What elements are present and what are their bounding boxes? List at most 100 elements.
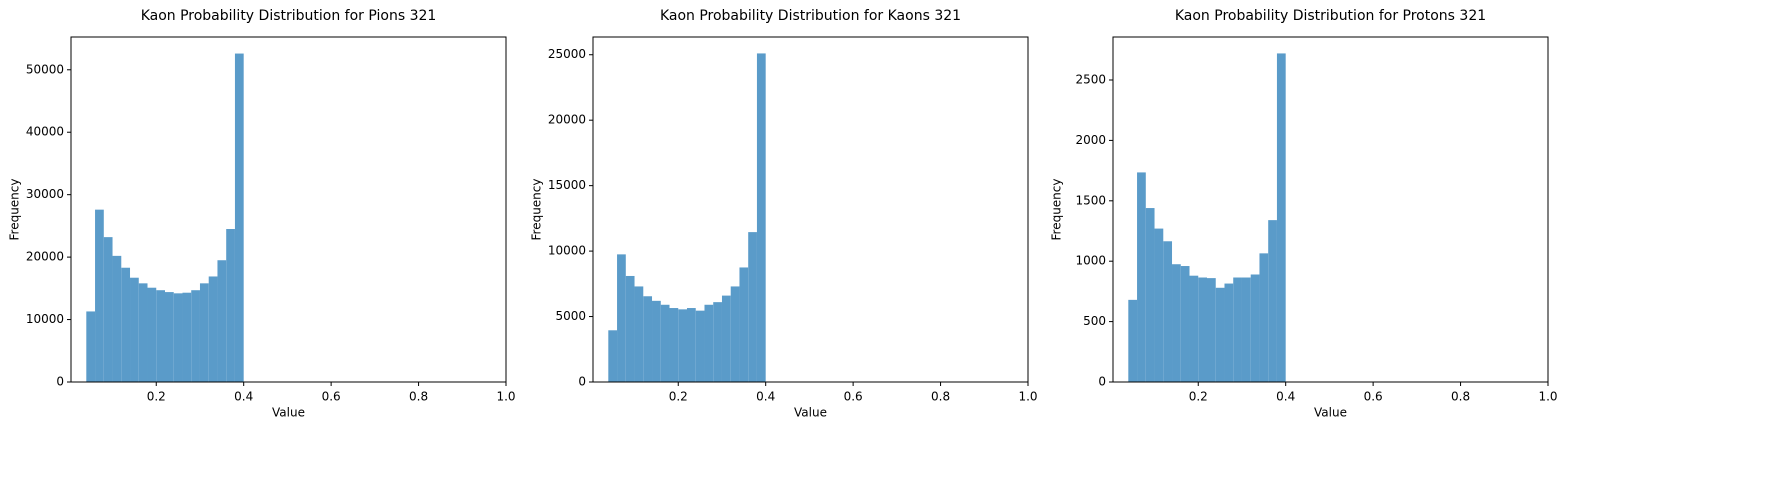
bar <box>713 302 722 382</box>
bar <box>704 304 714 382</box>
bar <box>208 276 218 382</box>
x-tick-label: 0.2 <box>669 390 688 404</box>
y-tick-label: 50000 <box>26 62 64 76</box>
y-axis-label: Frequency <box>8 179 22 241</box>
bar <box>721 295 731 382</box>
bar <box>199 283 209 382</box>
x-tick-label: 1.0 <box>1538 390 1557 404</box>
bar <box>173 293 183 382</box>
bar <box>1172 264 1181 382</box>
x-tick-label: 0.6 <box>844 390 863 404</box>
bar <box>652 300 661 382</box>
bar <box>1215 287 1225 382</box>
bar <box>608 330 618 382</box>
axes-frame <box>1112 36 1549 383</box>
bar <box>86 311 96 382</box>
bar <box>191 290 200 382</box>
axes-frame <box>70 36 507 383</box>
x-tick-label: 0.6 <box>1364 390 1383 404</box>
bar <box>748 232 757 382</box>
y-axis-label: Frequency <box>530 179 544 241</box>
x-tick-label: 0.4 <box>756 390 775 404</box>
bar <box>112 255 122 382</box>
y-tick-label: 5000 <box>555 309 586 323</box>
y-tick-label: 0 <box>1098 375 1106 389</box>
x-tick-label: 0.4 <box>234 390 253 404</box>
x-tick-label: 1.0 <box>1018 390 1037 404</box>
chart-title: Kaon Probability Distribution for Kaons … <box>660 8 961 24</box>
bar <box>147 287 157 382</box>
bar <box>756 53 766 383</box>
x-tick-label: 0.2 <box>1189 390 1208 404</box>
bar <box>164 292 174 382</box>
bar <box>686 308 696 382</box>
x-tick-label: 0.6 <box>322 390 341 404</box>
bar <box>634 286 644 382</box>
y-tick-label: 25000 <box>548 47 586 61</box>
x-tick-label: 0.4 <box>1276 390 1295 404</box>
bar <box>234 53 244 382</box>
y-tick-label: 1500 <box>1075 193 1106 207</box>
y-tick-label: 20000 <box>26 250 64 264</box>
chart-title: Kaon Probability Distribution for Pions … <box>141 8 437 24</box>
x-tick-label: 0.8 <box>1451 390 1470 404</box>
y-tick-label: 10000 <box>548 244 586 258</box>
bar <box>1268 220 1277 382</box>
x-axis-label: Value <box>272 406 305 420</box>
bar <box>695 310 705 382</box>
bar <box>1241 277 1251 382</box>
bar <box>1145 208 1155 382</box>
x-tick-label: 0.8 <box>409 390 428 404</box>
bar <box>625 275 635 382</box>
x-tick-label: 0.2 <box>147 390 166 404</box>
y-tick-label: 30000 <box>26 187 64 201</box>
y-tick-label: 0 <box>56 375 64 389</box>
bar <box>156 290 165 382</box>
bar <box>1198 277 1207 382</box>
bar <box>1163 241 1173 382</box>
bar <box>1233 277 1242 382</box>
bar <box>1180 266 1190 382</box>
x-axis-label: Value <box>1314 406 1347 420</box>
y-tick-label: 10000 <box>26 312 64 326</box>
y-tick-label: 15000 <box>548 178 586 192</box>
bar <box>1206 278 1216 382</box>
bar <box>121 267 131 382</box>
x-axis-label: Value <box>794 406 827 420</box>
bar <box>130 277 139 382</box>
y-tick-label: 40000 <box>26 125 64 139</box>
bar <box>182 292 192 382</box>
x-tick-label: 1.0 <box>496 390 515 404</box>
bar <box>730 286 740 382</box>
chart-title: Kaon Probability Distribution for Proton… <box>1175 8 1486 24</box>
bar <box>617 254 626 382</box>
bar <box>678 309 687 382</box>
x-tick-label: 0.8 <box>931 390 950 404</box>
bar <box>1259 253 1269 382</box>
bar <box>739 267 749 382</box>
y-tick-label: 2500 <box>1075 73 1106 87</box>
bar <box>1224 283 1234 382</box>
y-tick-label: 0 <box>578 375 586 389</box>
axes-frame <box>592 36 1029 383</box>
bar <box>1154 228 1164 382</box>
bar <box>1276 53 1286 383</box>
bar <box>95 209 104 382</box>
bar <box>643 296 653 382</box>
bar <box>1137 172 1146 382</box>
bar <box>1128 299 1138 382</box>
bar <box>1250 274 1260 382</box>
y-tick-label: 20000 <box>548 113 586 127</box>
bar <box>669 308 679 382</box>
y-tick-label: 500 <box>1083 314 1106 328</box>
bar <box>226 229 235 382</box>
bar <box>103 237 113 382</box>
bar <box>217 260 227 382</box>
y-axis-label: Frequency <box>1050 179 1064 241</box>
y-tick-label: 1000 <box>1075 254 1106 268</box>
y-tick-label: 2000 <box>1075 133 1106 147</box>
bar <box>660 304 670 382</box>
bar <box>1189 275 1199 382</box>
bar <box>138 283 148 382</box>
